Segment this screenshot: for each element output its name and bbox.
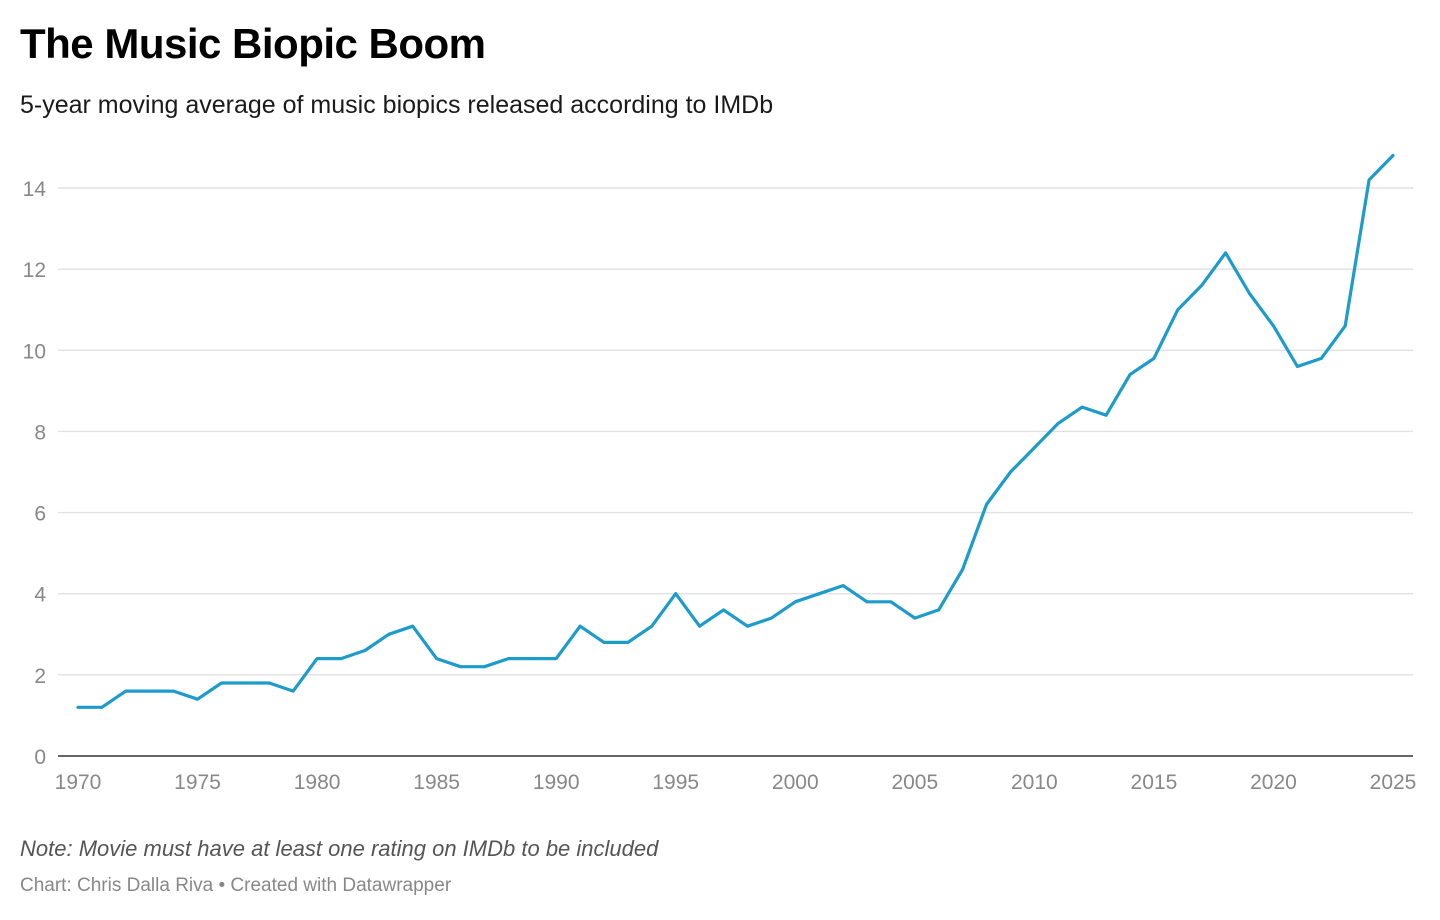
data-point-1983 xyxy=(387,632,391,636)
data-point-2016 xyxy=(1176,308,1180,312)
data-point-2009 xyxy=(1009,470,1012,474)
data-point-1998 xyxy=(746,624,749,628)
data-point-1975 xyxy=(196,697,199,701)
data-point-2022 xyxy=(1319,357,1323,360)
series-layer xyxy=(76,153,1395,709)
data-point-1995 xyxy=(674,592,678,596)
gridlines xyxy=(58,187,1413,676)
data-point-1972 xyxy=(124,689,128,693)
x-tick-label: 2015 xyxy=(1131,771,1178,794)
data-point-2017 xyxy=(1200,284,1204,287)
data-point-2012 xyxy=(1080,405,1084,409)
data-point-1988 xyxy=(507,657,510,660)
x-tick-label: 2000 xyxy=(772,771,819,794)
data-point-1976 xyxy=(220,681,223,685)
y-tick-label: 8 xyxy=(34,421,46,444)
data-point-2024 xyxy=(1367,178,1371,182)
data-point-2007 xyxy=(961,568,964,571)
x-axis-ticks: 1970 1975 1980 1985 1990 1995 2000 2005 2010 2015… xyxy=(55,771,1417,794)
data-point-1999 xyxy=(770,616,773,620)
data-point-1978 xyxy=(267,681,271,685)
data-point-1996 xyxy=(698,624,701,628)
x-tick-label: 2005 xyxy=(891,771,938,794)
y-tick-label: 0 xyxy=(34,746,46,769)
data-point-1973 xyxy=(148,689,152,693)
data-point-2011 xyxy=(1056,421,1060,425)
data-point-2020 xyxy=(1272,324,1275,328)
y-tick-label: 6 xyxy=(34,503,46,526)
data-point-2008 xyxy=(985,503,988,506)
x-tick-label: 2025 xyxy=(1370,771,1417,794)
data-point-1984 xyxy=(411,624,415,628)
data-point-1987 xyxy=(483,665,486,669)
x-tick-label: 2020 xyxy=(1250,771,1297,794)
chart-note: Note: Movie must have at least one ratin… xyxy=(20,836,659,861)
data-point-1989 xyxy=(530,657,534,660)
chart-subtitle: 5-year moving average of music biopics r… xyxy=(20,91,774,119)
y-tick-label: 10 xyxy=(23,340,46,363)
y-tick-label: 2 xyxy=(34,665,46,688)
x-tick-label: 1980 xyxy=(294,771,341,794)
data-point-1994 xyxy=(650,624,654,628)
data-point-2019 xyxy=(1248,292,1251,295)
y-tick-label: 12 xyxy=(23,259,46,282)
data-point-1977 xyxy=(244,681,247,685)
data-point-1980 xyxy=(315,657,319,660)
x-tick-label: 1970 xyxy=(55,771,102,794)
data-point-1974 xyxy=(172,689,176,693)
data-point-1971 xyxy=(100,705,104,709)
x-tick-label: 1985 xyxy=(413,771,460,794)
data-point-2025 xyxy=(1391,154,1395,157)
data-point-2013 xyxy=(1104,413,1108,417)
data-point-2004 xyxy=(889,600,893,604)
data-point-1997 xyxy=(722,608,725,612)
chart-title: The Music Biopic Boom xyxy=(20,20,486,67)
data-point-1985 xyxy=(435,657,438,660)
data-point-1982 xyxy=(363,649,367,652)
data-point-2005 xyxy=(913,616,917,620)
data-point-2001 xyxy=(817,592,821,596)
data-point-2003 xyxy=(865,600,869,604)
data-point-2018 xyxy=(1224,251,1227,255)
data-point-1981 xyxy=(339,657,343,660)
data-point-2021 xyxy=(1296,365,1299,368)
series-line xyxy=(76,153,1395,709)
x-tick-label: 1995 xyxy=(652,771,699,794)
x-tick-label: 1975 xyxy=(174,771,221,794)
data-point-2000 xyxy=(793,600,797,604)
data-point-2023 xyxy=(1343,324,1347,328)
y-tick-label: 14 xyxy=(23,178,47,201)
x-tick-label: 2010 xyxy=(1011,771,1058,794)
data-point-2015 xyxy=(1152,357,1156,360)
data-point-1990 xyxy=(554,657,558,660)
data-point-1970 xyxy=(76,705,80,709)
data-point-2002 xyxy=(841,584,845,587)
data-point-1979 xyxy=(291,689,295,693)
data-point-2014 xyxy=(1128,373,1132,376)
y-tick-label: 4 xyxy=(34,584,46,607)
y-axis-ticks: 0 2 4 6 8 10 12 14 xyxy=(23,178,47,769)
line-chart: 0 2 4 6 8 10 12 14 1970 1975 1980 1985 1990 1995 2000… xyxy=(23,153,1417,794)
data-point-1993 xyxy=(626,641,630,644)
data-point-2006 xyxy=(937,608,941,612)
data-point-1992 xyxy=(602,641,606,644)
data-point-1986 xyxy=(459,665,462,669)
data-point-1991 xyxy=(578,624,582,628)
x-tick-label: 1990 xyxy=(533,771,580,794)
chart-credit: Chart: Chris Dalla Riva • Created with D… xyxy=(20,875,452,896)
data-point-2010 xyxy=(1033,446,1036,450)
